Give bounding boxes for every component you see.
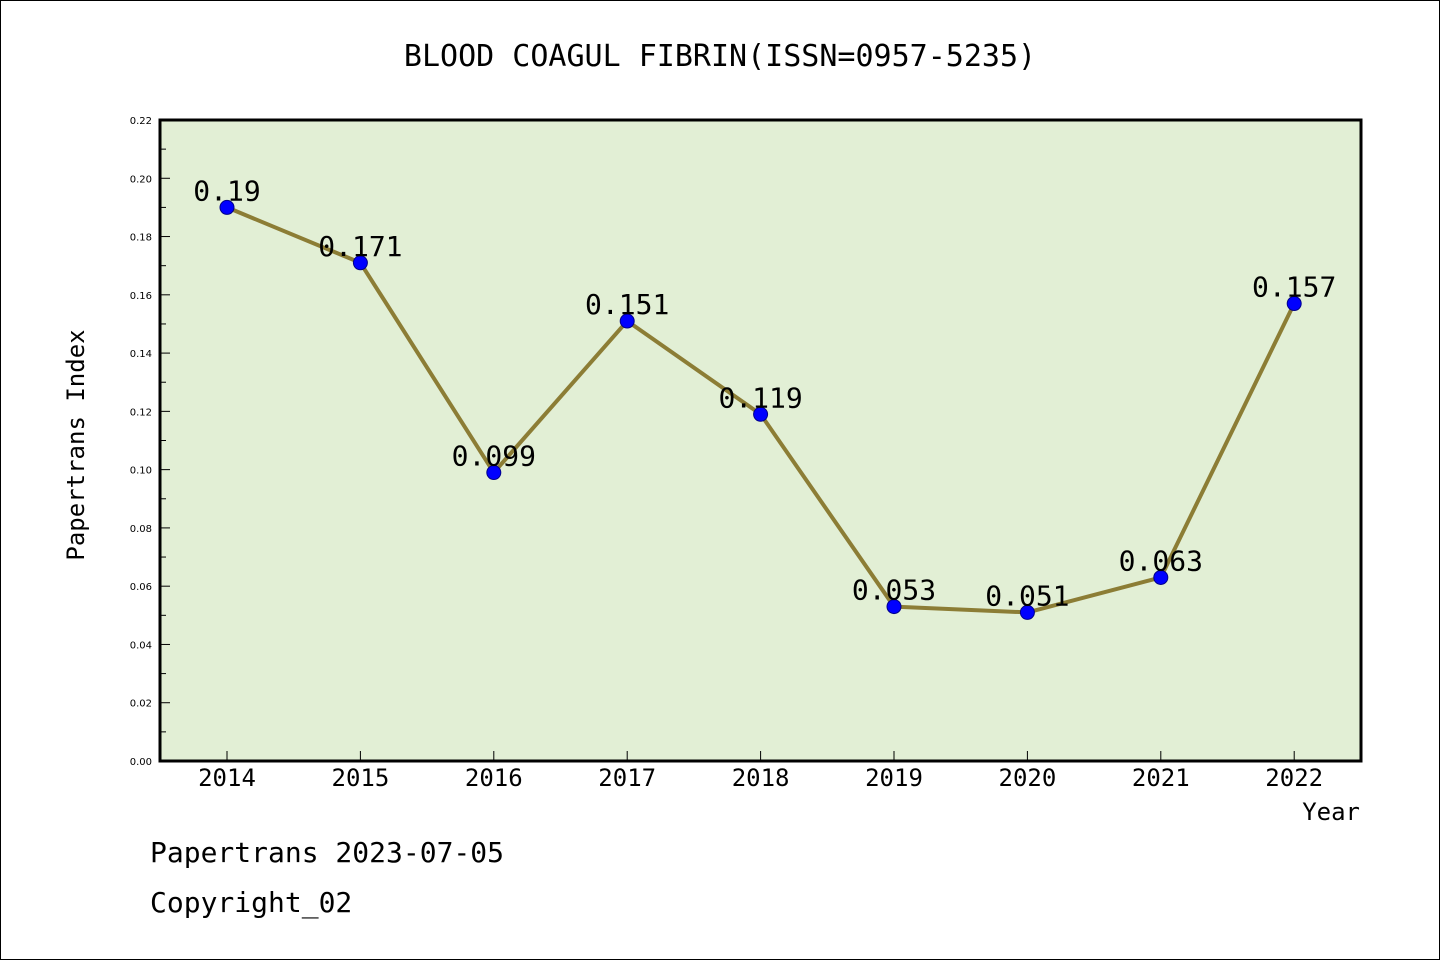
y-tick-label: 0.04 <box>130 640 152 651</box>
y-tick-label: 0.12 <box>130 407 152 418</box>
y-tick-label: 0.08 <box>130 524 152 535</box>
data-labels: 0.19 0.171 0.099 0.151 0.119 0.053 0.051 0.063 0… <box>193 174 1336 612</box>
y-axis-label: Papertrans Index <box>62 329 90 560</box>
x-tick-label: 2017 <box>598 764 656 792</box>
x-tick-label: 2016 <box>465 764 523 792</box>
x-tick-label: 2022 <box>1265 764 1323 792</box>
data-label: 0.063 <box>1119 544 1203 577</box>
y-tick-label: 0.16 <box>130 291 152 302</box>
footer-copyright: Copyright_02 <box>150 886 353 919</box>
y-tick-label: 0.10 <box>130 466 152 477</box>
data-label: 0.099 <box>452 440 536 473</box>
data-label: 0.157 <box>1252 271 1336 304</box>
y-tick-label: 0.20 <box>130 174 152 185</box>
data-point <box>352 255 368 271</box>
y-tick-label: 0.00 <box>130 757 152 768</box>
x-tick-label: 2014 <box>198 764 256 792</box>
data-markers <box>219 199 1302 620</box>
x-axis: 2014 2015 2016 2017 2018 2019 2020 2021 2022 <box>198 751 1323 792</box>
data-label: 0.151 <box>585 288 669 321</box>
data-point <box>886 599 902 615</box>
y-tick-label: 0.14 <box>130 349 152 360</box>
x-tick-label: 2019 <box>865 764 923 792</box>
x-axis-label: Year <box>1302 798 1360 826</box>
data-label: 0.119 <box>718 381 802 414</box>
data-label: 0.171 <box>318 230 402 263</box>
data-point <box>219 199 235 215</box>
data-point <box>486 465 502 481</box>
x-tick-label: 2020 <box>999 764 1057 792</box>
data-label: 0.053 <box>852 574 936 607</box>
y-tick-label: 0.02 <box>130 699 152 710</box>
data-point <box>753 406 769 422</box>
x-tick-label: 2018 <box>732 764 790 792</box>
plot-area <box>160 120 1361 761</box>
plot-border <box>158 118 1363 763</box>
data-label: 0.19 <box>193 174 260 207</box>
data-point <box>1286 296 1302 312</box>
x-tick-label: 2021 <box>1132 764 1190 792</box>
data-point <box>1153 569 1169 585</box>
y-tick-label: 0.22 <box>130 116 152 127</box>
y-axis: 0.00 0.02 0.04 0.06 0.08 0.10 0.12 0.14 0.16 0.18… <box>130 116 170 768</box>
data-point <box>1019 604 1035 620</box>
footer-date: Papertrans 2023-07-05 <box>150 836 505 869</box>
chart-title: BLOOD COAGUL FIBRIN(ISSN=0957-5235) <box>404 39 1036 74</box>
data-label: 0.051 <box>985 579 1069 612</box>
x-tick-label: 2015 <box>332 764 390 792</box>
y-tick-label: 0.06 <box>130 582 152 593</box>
data-point <box>619 313 635 329</box>
y-tick-label: 0.18 <box>130 233 152 244</box>
